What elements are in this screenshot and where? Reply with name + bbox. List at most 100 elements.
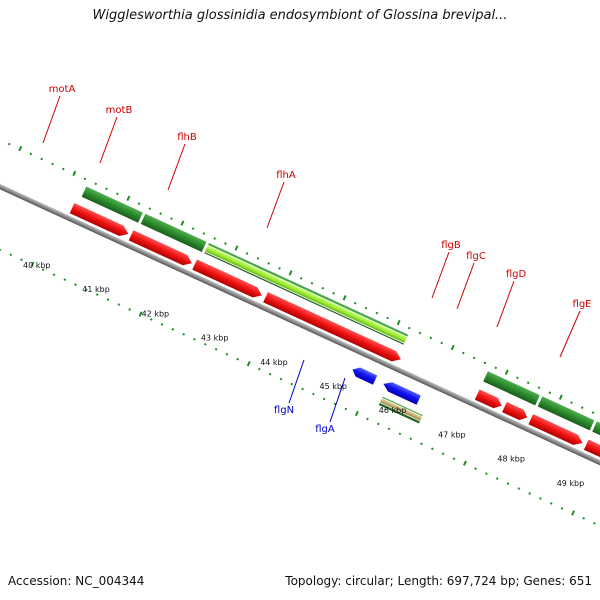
gene-flhA-red[interactable] [262,291,404,366]
tick-mark [85,288,88,291]
tick-mark [441,452,445,456]
tick-mark [20,258,23,262]
gene-label-motA[interactable]: motA [49,84,76,95]
tick-mark [225,352,229,356]
tick-mark [191,227,195,230]
tick-mark [366,417,369,421]
tick-mark [213,237,216,240]
tick-mark [321,286,325,290]
tick-mark [106,298,110,301]
tick-mark [51,162,54,166]
tick-row-forward [7,142,595,414]
kbp-label: 49 kbp [557,479,585,488]
tick-mark [234,245,239,251]
tick-mark [41,268,45,272]
tick-mark [159,212,162,215]
tick-mark [128,308,131,311]
gene-flhB-red[interactable] [191,258,265,301]
tick-mark [0,248,2,252]
kbp-label: 47 kbp [438,430,466,439]
cds-motB-green[interactable] [139,212,208,254]
tick-mark [160,323,164,326]
tick-mark [344,407,348,411]
gene-motB-red[interactable] [127,229,195,269]
tick-mark [474,467,477,470]
tick-mark [537,386,541,390]
gene-flgA-blue[interactable] [380,379,422,406]
tick-mark [94,182,98,186]
gene-flgE-red[interactable] [582,438,600,488]
tick-mark [18,145,23,152]
tick-mark [214,347,218,351]
leader-line-flgN [288,359,305,404]
gene-label-flgE[interactable]: flgE [573,299,592,310]
gene-motA-red[interactable] [68,201,131,240]
tick-mark [354,410,359,417]
cds-flgC-green[interactable] [536,395,596,432]
cds-motA-green[interactable] [80,185,144,224]
tick-mark [279,377,283,381]
leader-line-flhA [266,181,285,229]
tick-mark [193,338,196,341]
tick-mark [461,351,465,355]
tick-mark [440,341,444,345]
tick-mark [472,356,476,360]
leader-line-flgA [329,377,346,423]
tick-mark [126,195,131,201]
tick-mark [29,152,33,156]
tick-mark [312,392,315,396]
cds-flgE-green[interactable] [591,420,600,470]
gene-label-flhB[interactable]: flhB [177,132,197,143]
tick-mark [149,318,153,321]
tick-mark [322,397,326,401]
leader-line-motB [99,116,118,164]
tick-mark [494,366,498,370]
gene-label-flgA[interactable]: flgA [315,424,335,435]
tick-mark [463,460,467,466]
tick-mark [9,253,13,257]
cds-flhA-highlight[interactable] [204,244,408,344]
leader-line-motA [42,95,61,144]
tick-mark [409,437,413,441]
genome-backbone [0,143,600,466]
tick-mark [560,507,564,510]
gene-label-flgB[interactable]: flgB [441,240,461,251]
backbone-bar [0,143,600,466]
gene-label-flhA[interactable]: flhA [276,170,296,181]
gene-flgC-red[interactable] [501,400,531,423]
tick-mark [268,372,272,376]
tick-mark [116,192,119,196]
tick-mark [236,357,240,361]
gene-label-flgC[interactable]: flgC [466,251,486,262]
tick-mark [504,369,509,376]
kbp-label: 41 kbp [82,285,110,294]
tick-mark [299,276,303,280]
tick-mark [420,442,423,446]
gene-flgB-red[interactable] [473,388,504,412]
gene-label-flgN[interactable]: flgN [274,405,294,416]
gene-flgD-red[interactable] [527,413,586,449]
tick-mark [582,517,586,520]
genome-summary-text: Topology: circular; Length: 697,724 bp; … [285,574,592,588]
tick-mark [278,267,281,270]
tick-mark [138,311,143,317]
tick-mark [267,262,271,265]
kbp-label: 42 kbp [142,309,170,318]
tick-mark [256,257,260,260]
tick-mark [83,177,87,181]
tick-mark [485,472,488,475]
tick-mark [526,381,530,385]
gene-label-motB[interactable]: motB [106,105,133,116]
tick-mark [61,167,65,171]
tick-mark [483,361,487,365]
tick-mark [495,477,499,480]
gene-label-flgD[interactable]: flgD [506,269,527,280]
tick-mark [571,510,576,516]
cds-flgB-green[interactable] [482,370,541,407]
tick-mark [7,142,11,146]
cds-flgA-tan[interactable] [379,397,424,422]
tick-mark [396,319,401,326]
leader-line-flgD [496,280,515,328]
tick-mark [63,278,67,281]
gene-flgN-blue[interactable] [350,364,379,386]
